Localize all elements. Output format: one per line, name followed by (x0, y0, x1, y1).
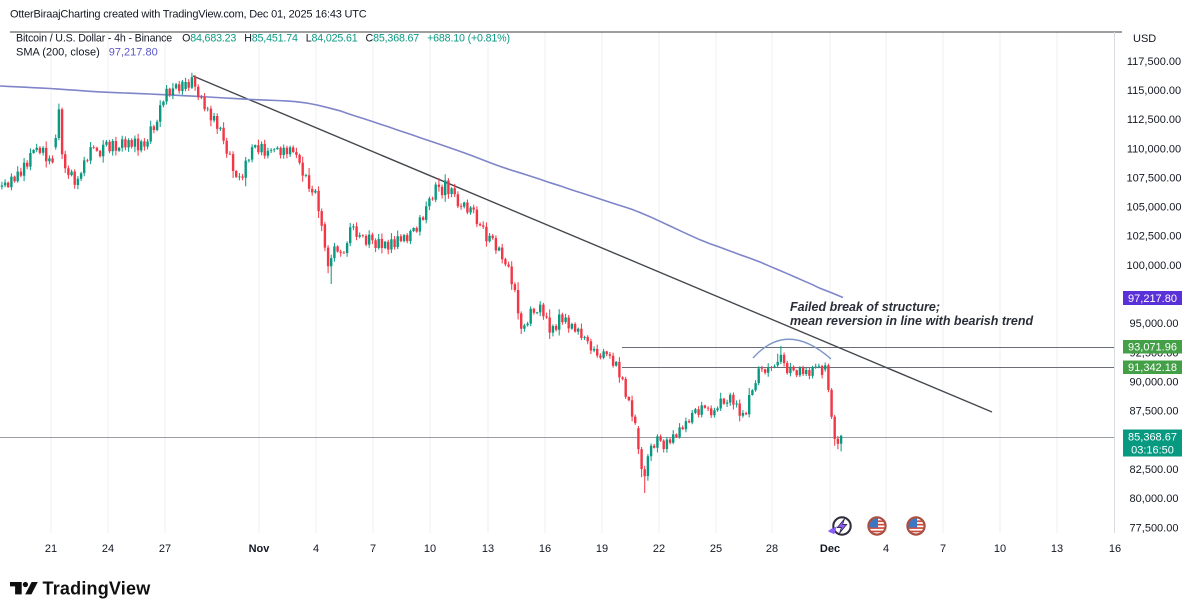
svg-text:4: 4 (883, 543, 889, 555)
svg-text:TradingView: TradingView (43, 578, 152, 598)
svg-text:7: 7 (940, 543, 946, 555)
svg-text:22: 22 (653, 543, 665, 555)
svg-text:107,500.00: 107,500.00 (1126, 172, 1181, 184)
svg-text:115,000.00: 115,000.00 (1127, 85, 1181, 97)
svg-text:97,217.80: 97,217.80 (1128, 293, 1177, 305)
svg-text:24: 24 (102, 543, 114, 555)
svg-text:13: 13 (1051, 543, 1063, 555)
svg-text:28: 28 (766, 543, 778, 555)
svg-text:10: 10 (424, 543, 436, 555)
svg-text:USD: USD (1133, 33, 1156, 45)
svg-text:Bitcoin / U.S. Dollar - 4h - B: Bitcoin / U.S. Dollar - 4h - Binance O84,… (16, 33, 510, 45)
svg-text:90,000.00: 90,000.00 (1130, 377, 1179, 389)
svg-text:19: 19 (596, 543, 608, 555)
svg-text:93,071.96: 93,071.96 (1128, 342, 1177, 354)
svg-text:Nov: Nov (249, 543, 271, 555)
svg-text:105,000.00: 105,000.00 (1126, 202, 1181, 214)
svg-text:80,000.00: 80,000.00 (1130, 493, 1179, 505)
svg-text:10: 10 (994, 543, 1006, 555)
svg-text:SMA (200, close)97,217.80: SMA (200, close) 97,217.80 (16, 47, 158, 59)
svg-text:Failed break of structure;: Failed break of structure; (790, 300, 940, 314)
svg-text:85,368.67: 85,368.67 (1128, 432, 1177, 444)
svg-text:21: 21 (45, 543, 57, 555)
svg-text:7: 7 (370, 543, 376, 555)
svg-text:110,000.00: 110,000.00 (1127, 143, 1181, 155)
svg-text:82,500.00: 82,500.00 (1130, 464, 1179, 476)
svg-text:13: 13 (482, 543, 494, 555)
svg-text:Dec: Dec (820, 543, 840, 555)
svg-text:112,500.00: 112,500.00 (1127, 114, 1181, 126)
svg-text:03:16:50: 03:16:50 (1131, 445, 1174, 457)
svg-text:87,500.00: 87,500.00 (1130, 406, 1179, 418)
svg-text:100,000.00: 100,000.00 (1126, 260, 1181, 272)
svg-text:16: 16 (539, 543, 551, 555)
svg-text:77,500.00: 77,500.00 (1130, 522, 1179, 534)
svg-text:mean reversion in line with be: mean reversion in line with bearish tren… (790, 314, 1033, 328)
svg-text:117,500.00: 117,500.00 (1127, 56, 1181, 68)
svg-text:91,342.18: 91,342.18 (1128, 362, 1177, 374)
svg-text:16: 16 (1109, 543, 1121, 555)
svg-text:OtterBiraajCharting created wi: OtterBiraajCharting created with Trading… (10, 9, 367, 21)
svg-text:27: 27 (159, 543, 171, 555)
svg-text:4: 4 (313, 543, 319, 555)
svg-text:25: 25 (710, 543, 722, 555)
svg-text:95,000.00: 95,000.00 (1130, 318, 1179, 330)
svg-text:102,500.00: 102,500.00 (1126, 231, 1181, 243)
